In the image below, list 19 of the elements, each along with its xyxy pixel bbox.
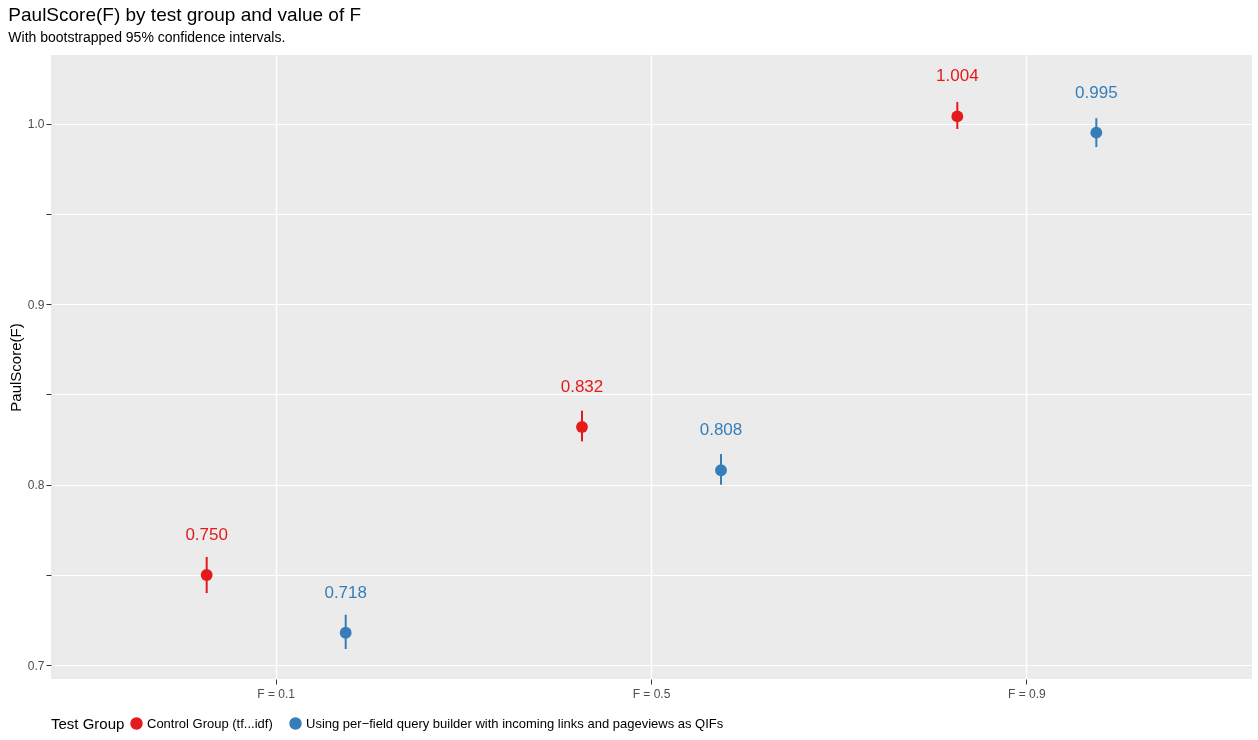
y-tick-label: 0.7 <box>27 658 45 673</box>
legend-label: Control Group (tf...idf) <box>147 715 273 731</box>
text: 0.832 <box>560 376 604 396</box>
legend-title: Test Group <box>51 715 125 732</box>
text: 0.718 <box>324 582 367 602</box>
text: 0.808 <box>699 420 743 440</box>
y-tick-label: 0.9 <box>27 297 45 312</box>
text: 1.004 <box>936 66 979 86</box>
text: 0.750 <box>185 525 228 544</box>
text: 0.995 <box>1075 82 1118 102</box>
chart-title: PaulScore(F) by test group and value of F <box>8 4 362 25</box>
y-tick-label: 0.8 <box>27 478 45 493</box>
legend-label: Using per−field query builder with incoming links and pageviews as QIFs <box>306 715 724 731</box>
chart-subtitle: With bootstrapped 95% confidence intervals. <box>8 29 286 45</box>
x-tick-label: F = 0.9 <box>1007 686 1046 701</box>
y-axis-title: PaulScore(F) <box>6 323 24 412</box>
y-tick-label: 1.0 <box>27 117 45 132</box>
x-tick-label: F = 0.1 <box>257 686 296 701</box>
x-tick-label: F = 0.5 <box>632 686 671 701</box>
